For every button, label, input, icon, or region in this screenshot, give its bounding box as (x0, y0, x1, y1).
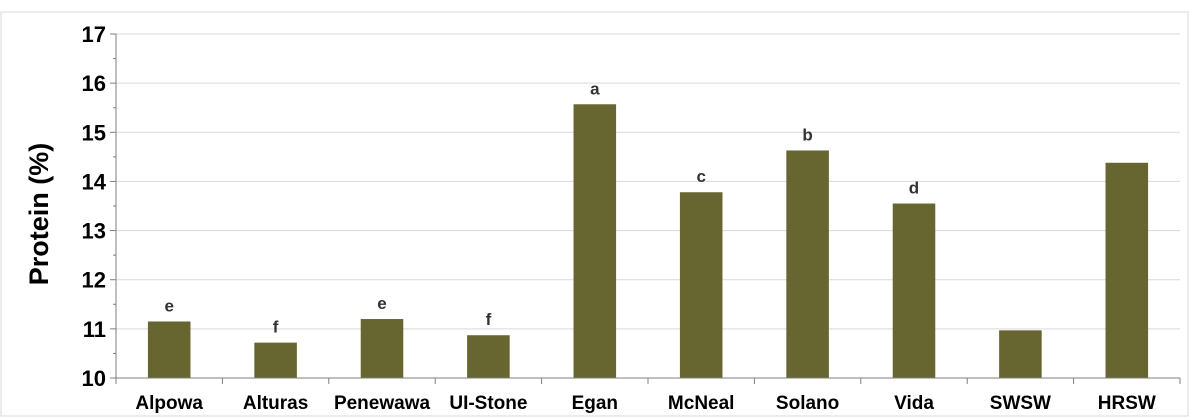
y-tick-label: 10 (82, 366, 106, 391)
chart-border (0, 11, 1189, 417)
y-tick-label: 17 (82, 22, 106, 47)
bars (147, 104, 1149, 378)
significance-letter: a (590, 79, 600, 98)
significance-letter: c (696, 167, 705, 186)
bar-mcneal (679, 192, 723, 378)
significance-letter: f (486, 310, 492, 329)
bar-swsw (999, 330, 1042, 378)
y-tick-label: 11 (83, 317, 106, 342)
significance-letter: d (909, 179, 919, 198)
bar-ui-stone (467, 335, 510, 378)
x-category-label: Vida (894, 393, 934, 414)
bar-egan (573, 104, 617, 378)
x-category-label: HRSW (1098, 393, 1156, 414)
x-category-label: Alpowa (135, 393, 203, 414)
y-tick-label: 14 (82, 169, 107, 194)
bar-vida (892, 203, 936, 378)
x-category-label: McNeal (668, 393, 735, 414)
gridlines (116, 33, 1180, 330)
x-category-label: Solano (776, 393, 839, 414)
x-category-label: Penewawa (334, 393, 431, 414)
y-tick-label: 16 (82, 71, 106, 96)
bar-hrsw (1105, 162, 1149, 378)
x-category-label: UI-Stone (449, 393, 527, 414)
y-tick-label: 15 (82, 120, 106, 145)
axes (110, 33, 1181, 384)
bar-alturas (254, 342, 297, 378)
significance-letter: f (273, 318, 279, 337)
bar-alpowa (147, 321, 191, 378)
x-category-label: Alturas (243, 393, 308, 414)
x-category-label: SWSW (990, 393, 1051, 414)
x-category-label: Egan (572, 393, 618, 414)
y-axis-title: Protein (%) (24, 143, 54, 286)
significance-letter: e (164, 296, 173, 315)
labels: 10 11 12 13 14 15 16 17 Alpowa e Alturas f Penewawa e… (82, 22, 1156, 414)
bar-solano (786, 150, 829, 378)
bar-penewawa (360, 319, 404, 378)
significance-letter: b (802, 125, 812, 144)
significance-letter: e (377, 294, 386, 313)
y-tick-label: 12 (82, 268, 106, 293)
y-tick-label: 13 (82, 219, 106, 244)
